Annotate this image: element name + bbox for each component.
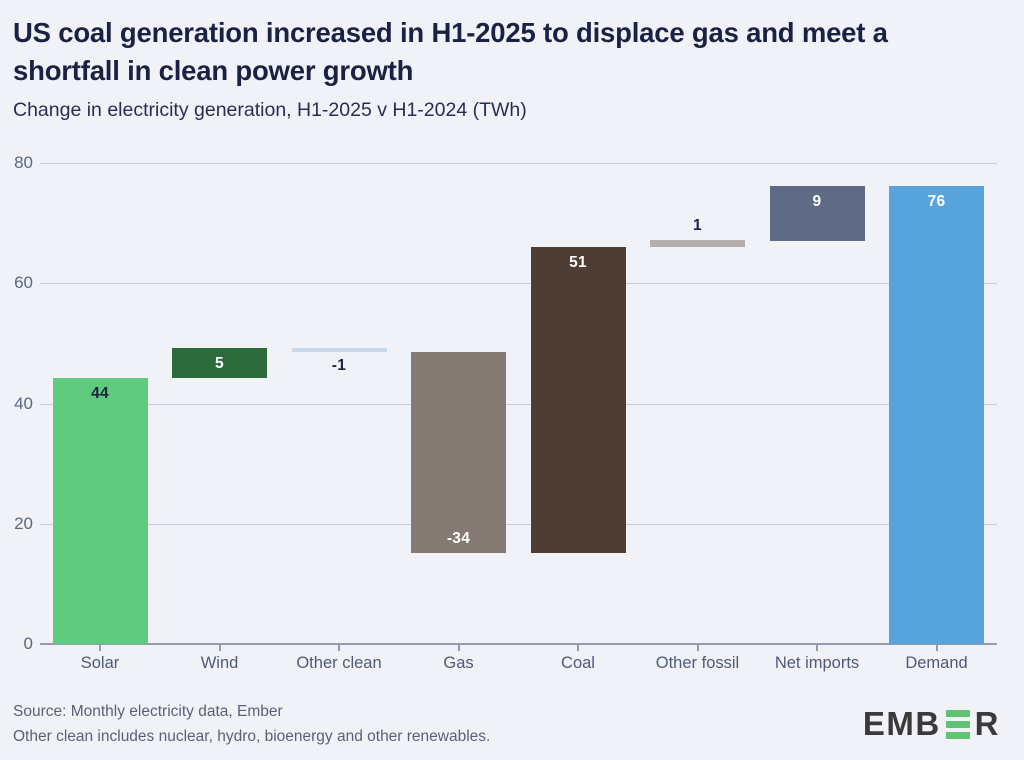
bar-value-label-wind: 5 [215, 354, 224, 372]
bar-gas [411, 351, 506, 554]
bar-value-label-demand: 76 [927, 192, 946, 210]
ember-logo-text-prefix: EMB [862, 705, 941, 742]
gridline [40, 283, 997, 285]
y-axis-tick-label: 80 [14, 153, 33, 172]
x-axis-tick [696, 645, 699, 651]
page-subtitle: Change in electricity generation, H1-202… [13, 99, 527, 121]
bar-value-label-other-clean: -1 [331, 356, 347, 374]
y-axis-tick-label: 20 [14, 513, 33, 533]
source-note: Source: Monthly electricity data, Ember [13, 703, 283, 720]
gridline [40, 523, 997, 525]
bar-value-label-other-fossil: 1 [693, 216, 702, 234]
ember-logo-text-suffix: R [974, 705, 1000, 742]
chart-header: US coal generation increased in H1-2025 … [13, 14, 1011, 122]
x-axis-tick [935, 645, 938, 651]
x-axis-label-gas: Gas [443, 654, 474, 672]
bar-wind [172, 347, 267, 378]
bar-solar [52, 377, 148, 644]
bar-other-fossil [650, 239, 745, 248]
y-axis-tick-label: 40 [14, 393, 33, 413]
x-axis-tick [457, 645, 460, 651]
x-axis-label-coal: Coal [561, 654, 595, 672]
ember-logo: EMB R [863, 706, 1000, 742]
bar-other-clean [291, 347, 387, 352]
y-axis-tick-label: 60 [14, 273, 33, 293]
x-axis-tick [338, 645, 340, 651]
page-title: US coal generation increased in H1-2025 … [13, 14, 1011, 90]
page-title-line-1: US coal generation increased in H1-2025 … [13, 17, 888, 48]
bar-demand [889, 185, 984, 644]
x-axis-tick [218, 645, 221, 651]
x-axis-label-solar: Solar [80, 654, 120, 672]
x-axis-line [40, 643, 997, 645]
page-title-line-2: shortfall in clean power growth [13, 55, 414, 86]
x-axis-tick [99, 645, 101, 651]
x-axis-label-net-imports: Net imports [774, 654, 860, 672]
x-axis-label-other-clean: Other clean [296, 654, 382, 672]
bar-value-label-gas: -34 [446, 530, 471, 548]
gridline [40, 163, 997, 164]
bar-coal [530, 247, 626, 554]
gridline [40, 403, 997, 405]
ember-logo-e-icon [945, 709, 970, 739]
bar-value-label-net-imports: 9 [812, 192, 822, 210]
x-axis-tick [816, 645, 818, 651]
bar-value-label-solar: 44 [91, 384, 109, 402]
y-axis-tick-label: 0 [23, 634, 33, 653]
bar-net-imports [769, 185, 865, 242]
bar-value-label-coal: 51 [569, 254, 587, 272]
footer-notes: Source: Monthly electricity data, Ember … [13, 699, 490, 749]
footnote: Other clean includes nuclear, hydro, bio… [13, 728, 491, 745]
x-axis-tick [577, 645, 579, 651]
x-axis-label-demand: Demand [905, 654, 968, 672]
x-axis-label-wind: Wind [200, 654, 239, 672]
x-axis-label-other-fossil: Other fossil [655, 654, 740, 672]
